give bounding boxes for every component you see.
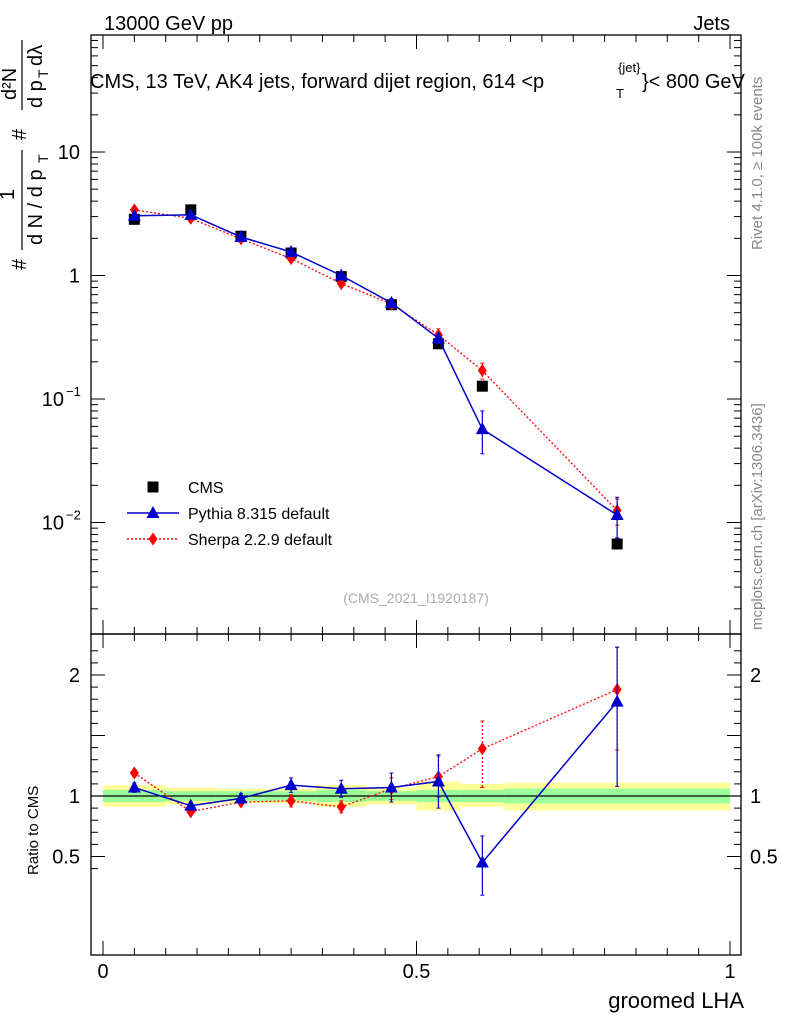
ratio-ytick-label-left: 1 — [69, 786, 80, 808]
pythia-ratio-point — [610, 694, 624, 707]
ratio-ytick-label-right: 0.5 — [750, 847, 778, 869]
main-ytick-exponent: −1 — [66, 384, 81, 399]
pythia-main-point — [431, 331, 445, 344]
ratio-ytick-label-right: 2 — [750, 665, 761, 687]
pythia-ratio-point — [127, 780, 141, 793]
sherpa-ratio-point — [477, 742, 487, 756]
pythia-ratio-line — [134, 701, 618, 864]
pythia-ratio-point — [184, 798, 198, 811]
legend: CMS Pythia 8.315 default Sherpa 2.2.9 defa… — [127, 480, 333, 549]
sherpa-main-point — [477, 364, 487, 378]
pythia-ratio-point — [431, 774, 445, 787]
pythia-main-point — [184, 207, 198, 220]
ratio-ylabel: Ratio to CMS — [25, 786, 42, 875]
x-tick-label: 0.5 — [403, 961, 431, 983]
pythia-ratio-point — [384, 780, 398, 793]
legend-marker-0 — [147, 481, 159, 493]
ratio-ytick-label-left: 0.5 — [52, 847, 80, 869]
cms-point — [611, 538, 623, 550]
x-axis-label: groomed LHA — [608, 988, 744, 1013]
rivet-label: Rivet 4.1.0, ≥ 100k events — [749, 77, 766, 250]
x-tick-label: 1 — [724, 961, 735, 983]
pythia-main-point — [334, 268, 348, 281]
ratio-ytick-label-right: 1 — [750, 786, 761, 808]
ylabel-num2: d²N — [0, 68, 21, 100]
x-tick-label: 0 — [97, 961, 108, 983]
title-main: CMS, 13 TeV, AK4 jets, forward dijet reg… — [90, 71, 544, 93]
main-ytick-label: 10 — [58, 142, 80, 164]
ylabel-den1: d N / d p — [25, 169, 47, 245]
main-ytick-exponent: −2 — [66, 508, 81, 523]
ylabel-den1-sub: T — [35, 154, 51, 163]
pythia-ratio-point — [334, 781, 348, 794]
title-end: }< 800 GeV — [642, 71, 746, 93]
ylabel-hash-2: # — [9, 128, 31, 140]
legend-label-0: CMS — [188, 480, 224, 497]
legend-label-2: Sherpa 2.2.9 default — [188, 532, 333, 549]
sherpa-main-line — [134, 209, 618, 511]
pythia-main-point — [284, 244, 298, 257]
main-ytick-label: 10 — [42, 513, 64, 535]
pythia-main-point — [610, 508, 624, 521]
header-left: 13000 GeV pp — [104, 13, 233, 35]
legend-marker-1 — [146, 506, 160, 518]
sherpa-ratio-point — [129, 766, 139, 780]
pythia-ratio-point — [475, 855, 489, 868]
pythia-main-line — [134, 214, 618, 516]
cms-point — [476, 380, 488, 392]
pythia-main-point — [475, 422, 489, 435]
watermark: (CMS_2021_I1920187) — [343, 590, 489, 606]
legend-label-1: Pythia 8.315 default — [188, 506, 330, 523]
legend-marker-2 — [148, 532, 158, 546]
ylabel-hash-1: # — [9, 258, 31, 270]
sherpa-ratio-point — [286, 794, 296, 808]
ylabel-den2: d p — [25, 80, 47, 108]
main-ytick-label: 10 — [42, 389, 64, 411]
ylabel-num1: 1 — [0, 189, 19, 200]
ylabel-den2-end: dλ — [25, 45, 47, 66]
plot-title: CMS, 13 TeV, AK4 jets, forward dijet reg… — [90, 60, 746, 101]
pythia-ratio-point — [234, 791, 248, 804]
sherpa-ratio-point — [336, 800, 346, 814]
pythia-main-point — [234, 229, 248, 242]
header-right: Jets — [693, 13, 730, 35]
pythia-ratio-point — [284, 778, 298, 791]
pythia-main-point — [127, 208, 141, 221]
series — [127, 203, 624, 896]
main-ytick-label: 1 — [69, 266, 80, 288]
title-sup: {jet} — [618, 60, 641, 75]
sherpa-main-point — [286, 252, 296, 266]
title-sub: T — [616, 86, 624, 101]
ratio-ytick-label-left: 2 — [69, 665, 80, 687]
mcplots-label: mcplots.cern.ch [arXiv:1306.3436] — [749, 403, 766, 630]
pythia-main-point — [384, 295, 398, 308]
main-ylabel: # 1 d N / d p T # d²N d p T dλ — [0, 40, 51, 270]
ylabel-den2-sub: T — [35, 69, 51, 78]
